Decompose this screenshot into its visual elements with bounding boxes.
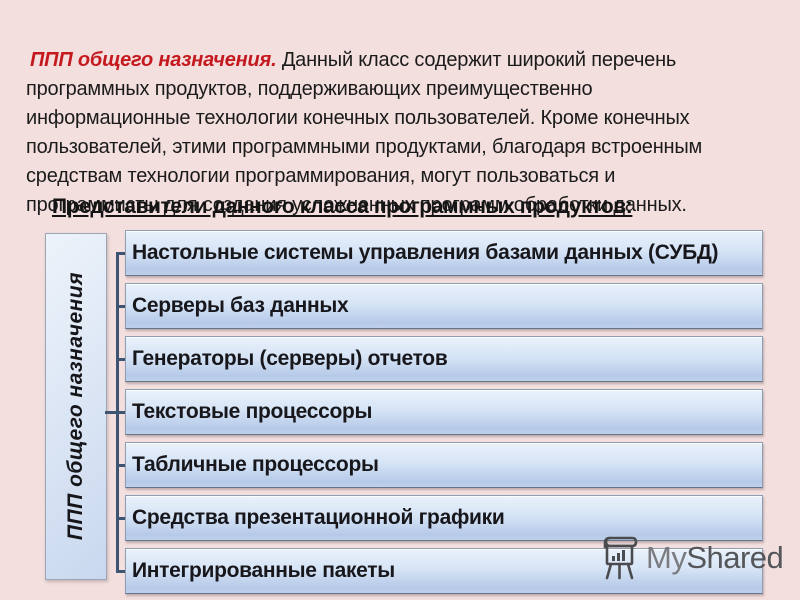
watermark-brand-text: MyShared: [646, 540, 784, 576]
list-item: Генераторы (серверы) отчетов: [125, 336, 763, 382]
connector-stub: [116, 305, 126, 308]
connector-stub: [116, 411, 126, 414]
intro-paragraph: ППП общего назначения. Данный класс соде…: [26, 46, 744, 220]
list-item: Средства презентационной графики: [125, 495, 763, 541]
list-item: Серверы баз данных: [125, 283, 763, 329]
connector-stub: [116, 464, 126, 467]
watermark-brand-my: My: [646, 540, 687, 575]
list-item-label: Серверы баз данных: [132, 294, 349, 317]
list-item-label: Генераторы (серверы) отчетов: [132, 347, 448, 370]
intro-lead-text: ППП общего назначения.: [30, 49, 277, 71]
watermark-brand-shared: Shared: [686, 540, 784, 575]
connector-side-line: [105, 411, 118, 414]
intro-body-text: Данный класс содержит широкий перечень п…: [26, 49, 703, 216]
category-box: ППП общего назначения: [45, 233, 107, 580]
list-item-label: Настольные системы управления базами дан…: [132, 241, 719, 264]
list-item: Настольные системы управления базами дан…: [125, 230, 763, 276]
list-item-label: Текстовые процессоры: [132, 400, 373, 423]
list-item: Табличные процессоры: [125, 442, 763, 488]
category-box-label: ППП общего назначения: [64, 272, 87, 541]
watermark: MyShared: [598, 534, 784, 582]
connector-stub: [116, 570, 126, 573]
list-item: Интегрированные пакеты: [125, 548, 763, 594]
connector-stub: [116, 252, 126, 255]
presentation-easel-icon: [603, 536, 638, 580]
list-item: Текстовые процессоры: [125, 389, 763, 435]
list-item-label: Средства презентационной графики: [132, 506, 505, 529]
section-heading: Представители данного класса программных…: [52, 195, 633, 218]
bar-chart-glyph: [612, 550, 625, 561]
list-item-label: Интегрированные пакеты: [132, 559, 395, 582]
list-item-label: Табличные процессоры: [132, 453, 379, 476]
connector-stub: [116, 358, 126, 361]
connector-stub: [116, 517, 126, 520]
